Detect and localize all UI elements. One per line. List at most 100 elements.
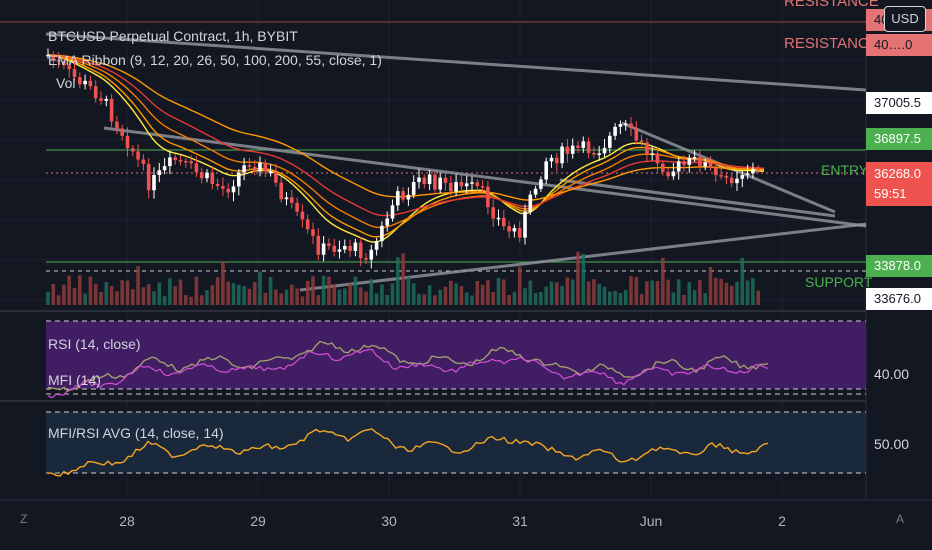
candle-body	[623, 123, 628, 126]
candle-body	[374, 241, 379, 250]
candlesticks[interactable]	[46, 48, 760, 269]
candle-body	[332, 245, 336, 252]
candle-body	[565, 146, 570, 154]
volume-bar	[411, 283, 416, 305]
candle-body	[512, 228, 517, 232]
volume-bar	[692, 290, 697, 305]
volume-bar	[666, 279, 670, 305]
volume-bar	[714, 277, 718, 305]
candle-body	[290, 197, 294, 203]
candle-body	[692, 157, 697, 159]
trendline-middle[interactable]	[103, 126, 867, 228]
trendline-upper[interactable]	[45, 32, 867, 92]
volume-bar	[592, 279, 596, 305]
volume-bar	[745, 280, 750, 305]
volume-bar	[104, 282, 109, 305]
candle-body	[470, 182, 474, 184]
candle-body	[597, 153, 601, 155]
candle-body	[353, 242, 358, 251]
rsi-band	[46, 321, 866, 389]
candle-body	[464, 183, 469, 187]
volume-bar	[343, 288, 347, 305]
volume-bar	[549, 281, 554, 305]
volume-bar	[682, 294, 686, 305]
avg-scale-value: 50.00	[874, 436, 910, 452]
candle-body	[433, 174, 437, 190]
volume-bar	[247, 288, 252, 305]
candle-body	[745, 173, 750, 176]
volume-bar	[125, 280, 130, 305]
rsi-legend[interactable]: RSI (14, close)	[48, 336, 141, 352]
candle-body	[83, 80, 87, 85]
candle-body	[152, 175, 156, 191]
wedge-line-lower[interactable]	[559, 178, 836, 218]
volume-bar	[645, 281, 649, 305]
candle-body	[411, 181, 416, 195]
volume-bar	[417, 293, 421, 305]
candle-body	[486, 186, 490, 208]
volume-bar	[735, 281, 739, 305]
candle-body	[88, 80, 93, 87]
entry-label: ENTRY	[821, 162, 869, 178]
candle-body	[507, 226, 511, 232]
volume-bar	[475, 281, 480, 305]
volume-bar	[454, 283, 458, 305]
time-label-jun: Jun	[639, 513, 663, 529]
volume-bar	[740, 257, 745, 305]
volume-bar	[491, 291, 495, 305]
resistance-label: RESISTANCE	[784, 35, 879, 52]
candle-body	[78, 77, 82, 85]
volume-bar	[586, 281, 591, 305]
candle-body	[427, 174, 432, 185]
currency-button[interactable]: USD	[884, 6, 926, 32]
volume-bar	[671, 292, 676, 305]
support-label: SUPPORT	[805, 274, 873, 290]
auto-scale-button[interactable]: A	[896, 512, 905, 526]
zoom-reset-button[interactable]: Z	[20, 512, 28, 526]
mfi-legend[interactable]: MFI (14)	[48, 372, 101, 388]
volume-bar	[486, 280, 490, 305]
candle-body	[210, 172, 215, 184]
candle-body	[62, 61, 66, 66]
mfi-rsi-avg-legend[interactable]: MFI/RSI AVG (14, close, 14)	[48, 425, 224, 441]
symbol-title[interactable]: BTCUSD Perpetual Contract, 1h, BYBIT	[48, 28, 298, 44]
candle-body	[417, 177, 421, 182]
volume-bar	[242, 285, 246, 305]
volume-bar	[300, 296, 305, 305]
ema-ribbon-legend[interactable]: EMA Ribbon (9, 12, 20, 26, 50, 100, 200,…	[48, 52, 382, 68]
volume-bar	[152, 291, 156, 305]
volume-bar	[581, 253, 586, 305]
volume-bar	[284, 289, 289, 305]
candle-body	[613, 126, 617, 136]
candle-body	[268, 171, 273, 174]
candle-body	[184, 160, 188, 163]
candle-body	[396, 191, 400, 206]
volume-bar	[93, 283, 98, 305]
volume-bars	[46, 251, 760, 305]
candle-body	[99, 98, 103, 101]
volume-bar	[443, 286, 448, 305]
volume-bar	[51, 284, 56, 305]
price-tag-support: 33878.0	[866, 255, 932, 277]
candle-body	[555, 157, 559, 164]
candle-body	[237, 172, 241, 187]
volume-bar	[698, 280, 702, 305]
candle-body	[406, 194, 411, 200]
volume-bar	[719, 278, 723, 305]
volume-bar	[708, 266, 713, 305]
volume-legend[interactable]: Vol	[56, 75, 76, 91]
candle-body	[327, 243, 331, 246]
volume-bar	[570, 279, 575, 305]
candle-body	[698, 157, 702, 167]
candle-body	[443, 177, 448, 183]
candle-countdown: 59:51	[874, 186, 907, 201]
volume-bar	[544, 286, 548, 305]
price-tag-entry-upper: 36897.5	[866, 128, 932, 150]
volume-bar	[215, 277, 220, 305]
candle-body	[560, 146, 564, 164]
candle-body	[650, 153, 654, 155]
candle-body	[104, 98, 109, 101]
candle-body	[502, 217, 506, 227]
candle-body	[740, 175, 745, 179]
